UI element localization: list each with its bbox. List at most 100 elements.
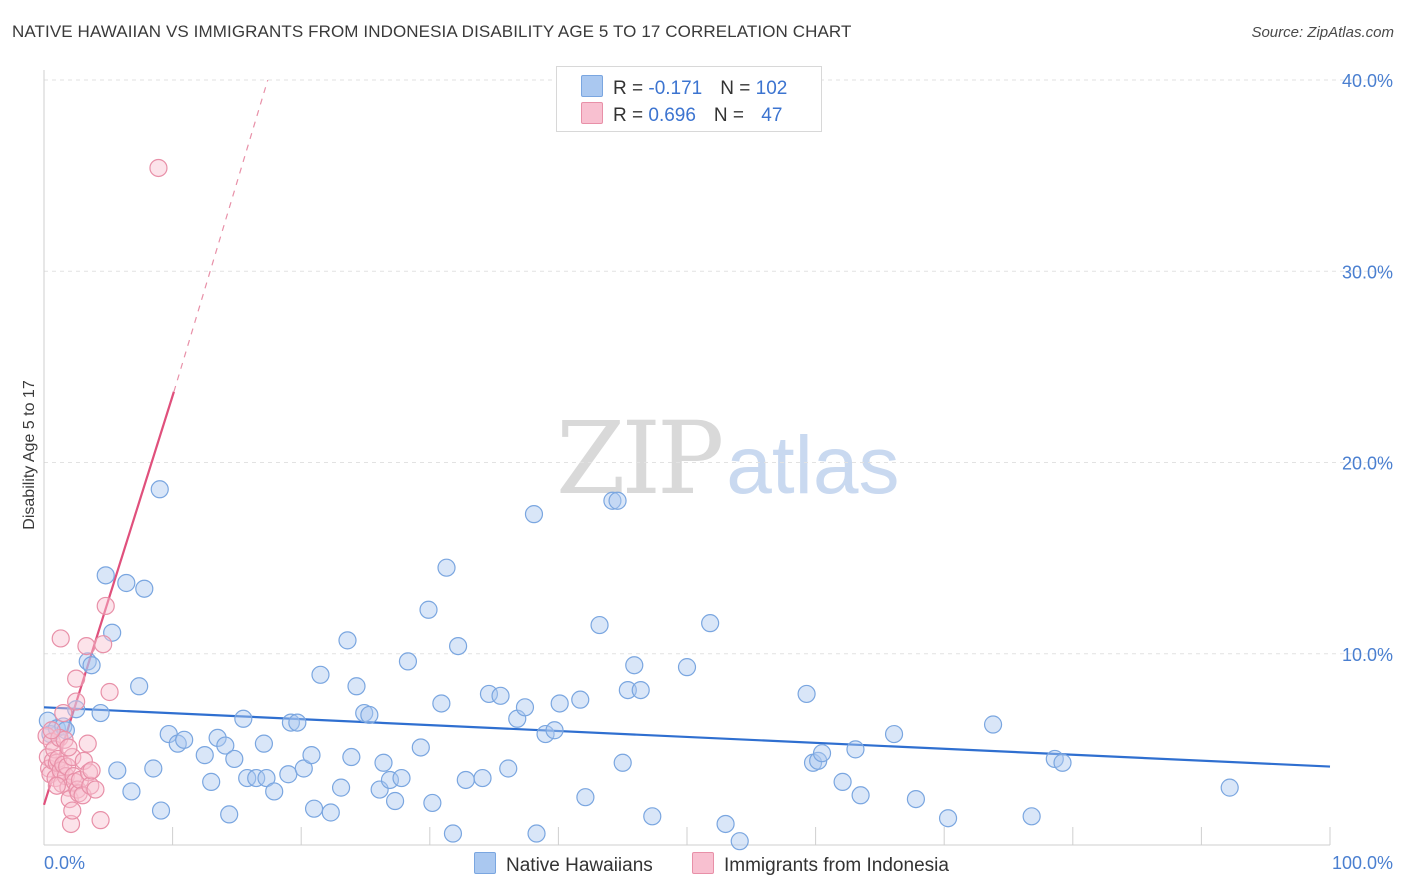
native-hawaiian-point: [234, 709, 253, 728]
native-hawaiian-point: [432, 694, 451, 713]
indonesia-point: [54, 703, 73, 723]
native-hawaiian-point: [254, 734, 274, 753]
r-value: 0.696: [648, 105, 696, 126]
native-hawaiian-point: [247, 768, 266, 788]
indonesia-point: [79, 763, 99, 782]
native-hawaiian-point: [82, 656, 101, 675]
indonesia-point: [91, 811, 110, 830]
native-hawaiian-point: [423, 793, 442, 813]
native-hawaiian-point: [265, 782, 284, 801]
native-hawaiian-point: [716, 814, 735, 834]
native-hawaiian-point: [321, 803, 340, 822]
series-legend: Native Hawaiians Immigrants from Indones…: [0, 852, 1406, 878]
native-hawaiian-point: [216, 736, 235, 755]
indonesia-point: [67, 692, 86, 711]
indonesia-point: [58, 757, 77, 776]
native-hawaiian-point: [294, 759, 313, 778]
native-hawaiian-point: [730, 832, 749, 851]
native-hawaiian-point: [150, 480, 169, 499]
native-hawaiian-point: [220, 805, 239, 824]
native-hawaiian-point: [279, 765, 298, 784]
native-hawaiian-point: [331, 778, 351, 797]
correlation-legend: R = -0.171 N = 102 R = 0.696 N = 47: [556, 66, 822, 132]
native-hawaiian-point: [479, 684, 499, 704]
n-value: 47: [761, 105, 783, 126]
native-hawaiian-point: [411, 738, 430, 757]
indonesia-point: [94, 635, 113, 654]
native-hawaiian-point: [536, 724, 555, 744]
native-hawaiian-point: [385, 791, 405, 811]
native-hawaiian-point: [571, 690, 590, 709]
legend-swatch-blue: [581, 75, 603, 97]
native-hawaiian-trend: [43, 706, 1331, 768]
legend-swatch-blue: [474, 852, 496, 874]
native-hawaiian-point: [443, 824, 463, 843]
indonesia-point: [96, 596, 115, 616]
native-hawaiian-point: [576, 788, 595, 807]
native-hawaiian-point: [96, 566, 115, 585]
native-hawaiian-point: [398, 652, 418, 671]
native-hawaiian-point: [130, 677, 149, 696]
native-hawaiian-point: [448, 636, 468, 656]
native-hawaiian-point: [643, 807, 662, 826]
native-hawaiian-point: [545, 721, 564, 740]
indonesia-point: [42, 721, 61, 740]
native-hawaiian-point: [374, 753, 393, 772]
native-hawaiian-point: [524, 505, 544, 524]
native-hawaiian-point: [208, 728, 227, 748]
indonesia-point: [47, 776, 66, 795]
indonesia-point: [149, 158, 168, 178]
indonesia-point: [63, 801, 82, 820]
native-hawaiian-point: [677, 658, 697, 677]
y-tick-label: 10.0%: [1342, 645, 1393, 665]
grid: [44, 79, 1395, 655]
indonesia-point: [51, 629, 70, 648]
native-hawaiian-point: [456, 770, 475, 790]
native-hawaiian-point: [797, 684, 816, 704]
native-hawaiian-point: [499, 759, 518, 778]
indonesia-point: [59, 738, 78, 757]
native-hawaiian-point: [302, 746, 321, 765]
native-hawaiian-point: [608, 491, 627, 510]
native-hawaiian-point: [938, 809, 958, 828]
legend-item-native-hawaiians[interactable]: Native Hawaiians: [474, 852, 653, 877]
r-label: R =: [613, 105, 649, 126]
legend-item-immigrants-indonesia[interactable]: Immigrants from Indonesia: [692, 852, 949, 877]
legend-row-immigrants-indonesia: R = 0.696 N = 47: [581, 102, 782, 128]
trend-lines: [42, 79, 1331, 806]
n-label: N =: [720, 78, 756, 99]
axes: [43, 70, 1331, 846]
native-hawaiian-point: [380, 770, 400, 790]
native-hawaiian-point: [151, 801, 171, 820]
native-hawaiian-point: [108, 761, 127, 780]
legend-label: Native Hawaiians: [506, 855, 653, 876]
native-hawaiian-point: [288, 713, 307, 732]
native-hawaiian-point: [473, 768, 492, 788]
native-hawaiian-point: [491, 686, 510, 705]
native-hawaiian-point: [550, 694, 569, 713]
native-hawaiian-point: [392, 768, 411, 788]
native-hawaiian-point: [1053, 753, 1072, 772]
indonesia-point: [77, 636, 96, 656]
y-axis-title: Disability Age 5 to 17: [21, 380, 38, 530]
tick-labels: 10.0% 20.0% 30.0% 40.0% 0.0% 100.0%: [44, 71, 1393, 873]
y-tick-label: 30.0%: [1342, 262, 1393, 282]
native-hawaiian-point: [884, 724, 904, 744]
native-hawaiian-point: [338, 631, 357, 650]
watermark: ZIPatlas: [556, 400, 900, 517]
indonesia-point: [63, 747, 82, 767]
native-hawaiian-point: [257, 768, 276, 788]
indonesia-trend-extension: [173, 79, 269, 392]
r-label: R =: [613, 78, 649, 99]
native-hawaiian-point: [1022, 807, 1041, 826]
y-tick-label: 40.0%: [1342, 71, 1393, 91]
native-hawaiian-point: [631, 680, 650, 700]
native-hawaiian-point: [225, 749, 244, 769]
native-hawaiian-point: [117, 573, 136, 593]
indonesia-point: [61, 814, 81, 834]
native-hawaiian-point: [590, 615, 609, 635]
x-tick-label: 0.0%: [44, 853, 85, 873]
data-points: [37, 158, 1239, 851]
n-label: N =: [713, 105, 750, 126]
